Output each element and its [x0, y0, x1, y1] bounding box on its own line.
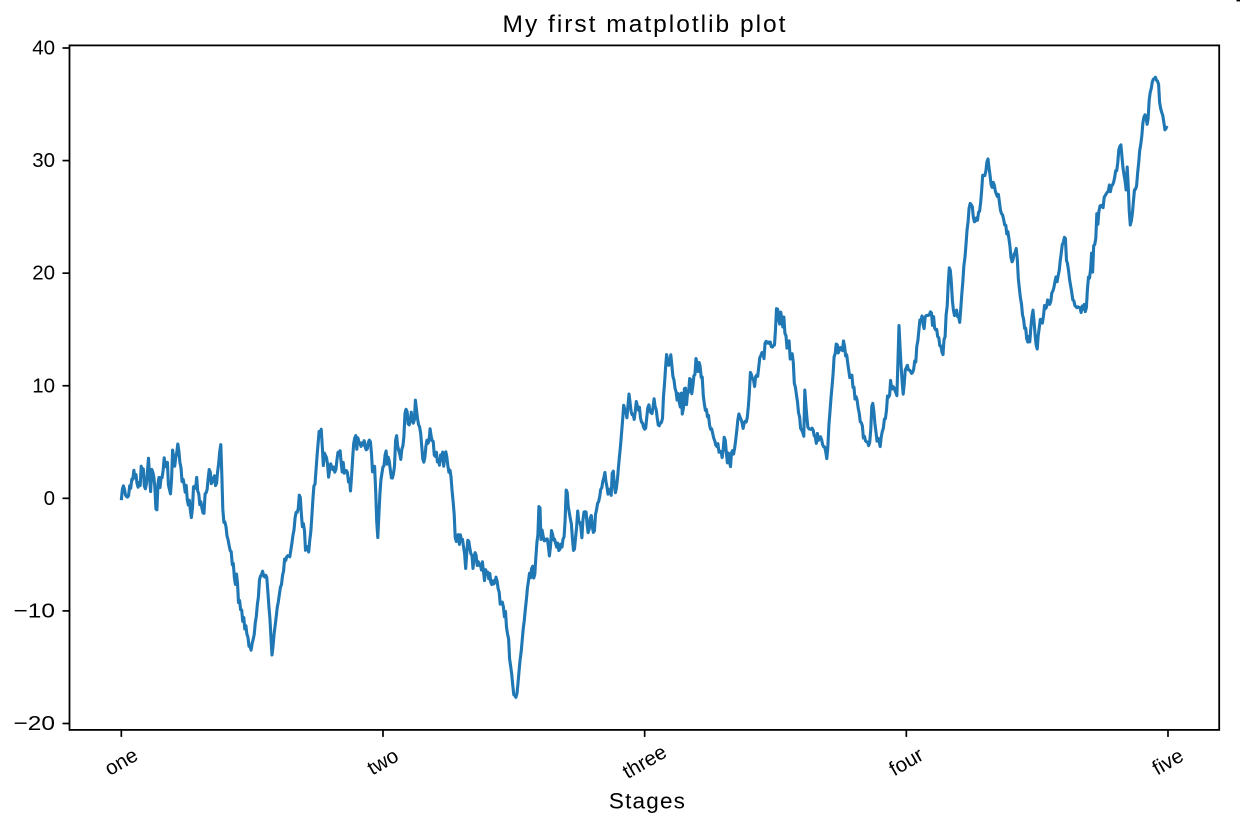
svg-text:My first matplotlib plot: My first matplotlib plot: [503, 11, 788, 38]
svg-text:10: 10: [32, 374, 55, 397]
svg-text:Stages: Stages: [609, 789, 686, 814]
svg-text:30: 30: [32, 149, 55, 172]
svg-text:0: 0: [44, 487, 55, 510]
svg-text:−20: −20: [14, 712, 56, 735]
svg-text:20: 20: [32, 262, 55, 285]
svg-text:40: 40: [32, 37, 55, 60]
svg-text:−10: −10: [14, 599, 56, 622]
